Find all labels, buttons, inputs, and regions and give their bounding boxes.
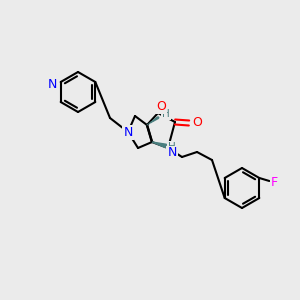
- Text: N: N: [167, 146, 177, 160]
- Text: F: F: [271, 176, 278, 190]
- Polygon shape: [152, 142, 166, 148]
- Text: N: N: [48, 77, 57, 91]
- Text: N: N: [123, 125, 133, 139]
- Text: O: O: [192, 116, 202, 130]
- Text: O: O: [156, 100, 166, 112]
- Text: H: H: [162, 109, 170, 119]
- Text: H: H: [168, 142, 176, 152]
